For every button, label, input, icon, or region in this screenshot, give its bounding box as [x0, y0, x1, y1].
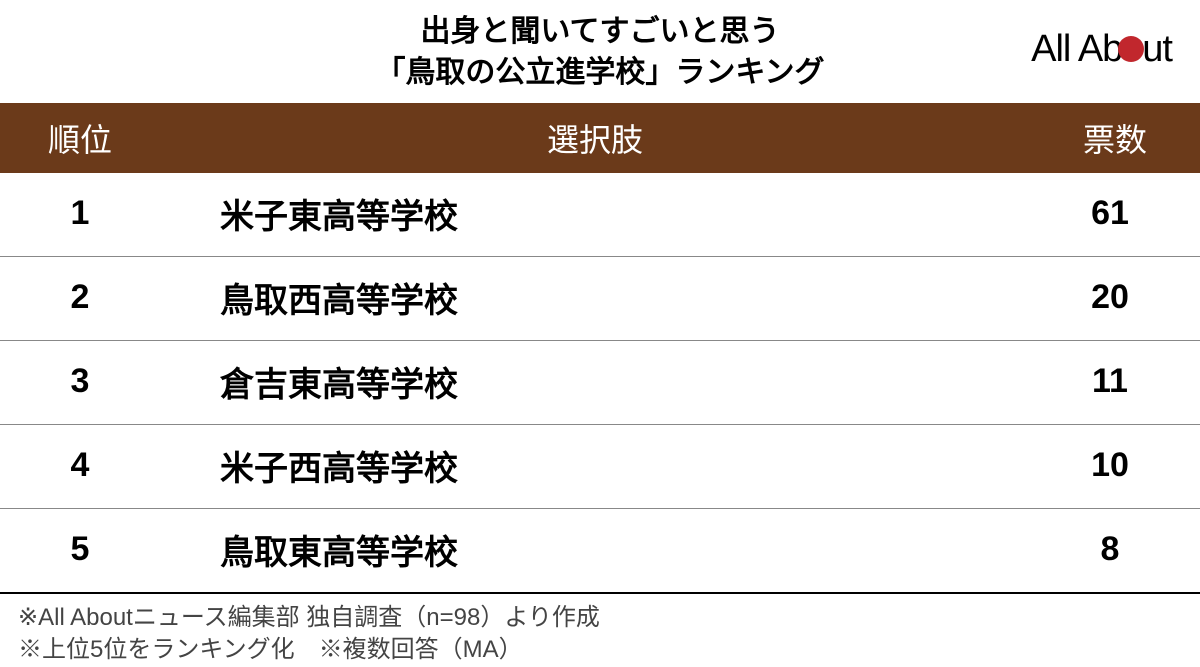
allabout-logo: All Ab ut [1031, 28, 1172, 71]
title-line-1: 出身と聞いてすごいと思う [20, 12, 1180, 53]
cell-votes: 11 [1030, 341, 1200, 425]
cell-name: 米子東高等学校 [160, 173, 1030, 257]
ranking-table: 順位 選択肢 票数 1 米子東高等学校 61 2 鳥取西高等学校 20 3 倉吉… [0, 103, 1200, 594]
cell-votes: 61 [1030, 173, 1200, 257]
cell-name: 鳥取東高等学校 [160, 509, 1030, 594]
logo-part1: All Ab [1031, 28, 1122, 70]
table-row: 5 鳥取東高等学校 8 [0, 509, 1200, 594]
cell-rank: 4 [0, 425, 160, 509]
logo-dot-icon [1118, 36, 1144, 62]
table-header-row: 順位 選択肢 票数 [0, 103, 1200, 173]
logo-part2: ut [1142, 28, 1172, 70]
header: 出身と聞いてすごいと思う 「鳥取の公立進学校」ランキング All Ab ut [0, 0, 1200, 103]
title-line-2: 「鳥取の公立進学校」ランキング [20, 53, 1180, 94]
col-header-rank: 順位 [0, 103, 160, 173]
footnote-line-2: ※上位5位をランキング化 ※複数回答（MA） [18, 634, 1182, 666]
cell-votes: 8 [1030, 509, 1200, 594]
cell-votes: 20 [1030, 257, 1200, 341]
cell-rank: 3 [0, 341, 160, 425]
table-row: 3 倉吉東高等学校 11 [0, 341, 1200, 425]
cell-rank: 2 [0, 257, 160, 341]
table-row: 2 鳥取西高等学校 20 [0, 257, 1200, 341]
table-row: 1 米子東高等学校 61 [0, 173, 1200, 257]
cell-name: 鳥取西高等学校 [160, 257, 1030, 341]
col-header-name: 選択肢 [160, 103, 1030, 173]
cell-rank: 5 [0, 509, 160, 594]
cell-rank: 1 [0, 173, 160, 257]
cell-name: 倉吉東高等学校 [160, 341, 1030, 425]
footnote-line-1: ※All Aboutニュース編集部 独自調査（n=98）より作成 [18, 602, 1182, 634]
footnotes: ※All Aboutニュース編集部 独自調査（n=98）より作成 ※上位5位をラ… [0, 594, 1200, 667]
cell-votes: 10 [1030, 425, 1200, 509]
table-row: 4 米子西高等学校 10 [0, 425, 1200, 509]
cell-name: 米子西高等学校 [160, 425, 1030, 509]
col-header-votes: 票数 [1030, 103, 1200, 173]
